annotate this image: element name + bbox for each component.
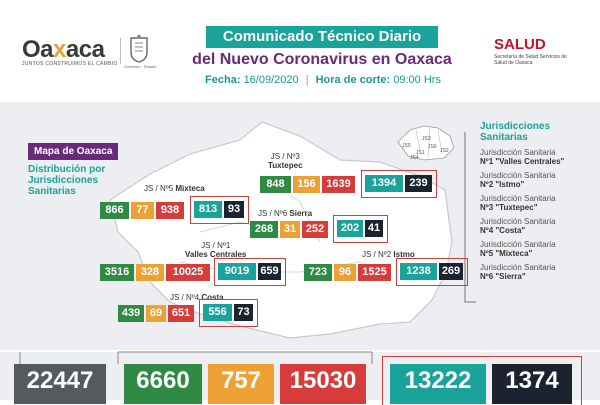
js5-box-2: 77 [131,202,154,219]
js3-box-1: 848 [260,176,291,193]
mini-map-icon: JS3 JS5 JS6 JS1 JS4 JS2 [397,125,455,161]
js4-box-4: 556 [203,304,232,321]
hora-label: Hora de corte: [315,74,391,86]
legend-item-4: Jurisdicción Sanitaria Nº4 "Costa" [480,217,556,235]
js5-box-4: 813 [194,201,222,218]
legend-item-5: Jurisdicción Sanitaria Nº5 "Mixteca" [480,240,556,258]
totals-frame [382,356,582,405]
js4-box-1: 439 [118,305,144,322]
total-box-2: 6660 [124,364,202,404]
js3-label: JS / Nº3 Tuxtepec [268,152,303,170]
js3-box-5: 239 [405,175,432,192]
map-title-tag: Mapa de Oaxaca [28,143,119,160]
svg-text:JS1: JS1 [416,150,425,156]
js6-label: JS / Nº6 Sierra [258,209,313,218]
js2-frame [396,258,468,286]
legend-item-1: Jurisdicción Sanitaria Nº1 "Valles Centra… [480,148,565,166]
js3-box-3: 1639 [322,176,355,193]
total-box-4: 15030 [280,364,366,404]
js4-box-3: 651 [168,305,194,322]
js6-box-3: 252 [302,221,328,238]
js2-box-5: 269 [439,263,463,280]
svg-text:JS4: JS4 [410,155,419,161]
js5-box-1: 866 [100,202,129,219]
total-box-6: 1374 [492,364,572,404]
js6-box-4: 202 [337,220,363,237]
js2-box-2: 96 [334,264,356,281]
js6-box-2: 31 [280,221,300,238]
svg-text:JS5: JS5 [402,143,411,149]
js2-box-4: 1238 [400,263,437,280]
fecha-label: Fecha: [205,74,241,86]
js2-label: JS / Nº2 Istmo [362,250,415,259]
js5-box-3: 938 [156,202,184,219]
title-line2: del Nuevo Coronavirus en Oaxaca [192,51,452,68]
title-banner: Comunicado Técnico Diario [206,26,438,48]
hora-value: 09:00 Hrs [393,74,441,86]
salud-logo: SALUD [494,36,546,53]
svg-text:JS2: JS2 [440,148,449,154]
legend-title: Jurisdicciones Sanitarias [480,121,551,143]
svg-text:JS3: JS3 [422,136,431,142]
js1-box-5: 659 [258,263,281,280]
separator: | [305,74,309,86]
legend-item-6: Jurisdicción Sanitaria Nº6 "Sierra" [480,263,556,281]
js4-box-2: 69 [146,305,166,322]
js1-frame [214,258,286,286]
js4-frame [199,299,258,327]
js4-box-5: 73 [234,304,253,321]
js4-label: JS / Nº4 Costa [170,293,224,302]
js5-box-5: 93 [224,201,244,218]
salud-subtitle: Secretaría de Salud Servicios de Salud d… [494,54,567,66]
total-box-3: 757 [208,364,274,404]
js3-frame [361,170,437,198]
js2-box-3: 1525 [358,264,391,281]
total-box-1: 22447 [14,364,106,404]
seal-caption: Gobierno · Estado [124,64,157,69]
legend-item-3: Jurisdicción Sanitaria Nº3 "Tuxtepec" [480,194,556,212]
state-seal-icon [130,34,148,63]
js6-box-5: 41 [365,220,383,237]
js1-box-4: 9019 [218,263,256,280]
js1-box-3: 10025 [166,264,210,281]
js1-label: JS / Nº1 Valles Centrales [185,241,247,259]
js5-label: JS / Nº5 Mixteca [144,184,205,193]
date-line: Fecha: 16/09/2020 | Hora de corte: 09:00… [192,74,454,86]
js6-box-1: 268 [250,221,278,238]
js1-box-2: 328 [136,264,164,281]
js6-frame [333,215,388,243]
legend-item-2: Jurisdicción Sanitaria Nº2 "Istmo" [480,171,556,189]
js5-frame [190,196,249,224]
js1-box-1: 3516 [100,264,134,281]
total-box-5: 13222 [390,364,486,404]
logo-tagline: JUNTOS CONSTRUIMOS EL CAMBIO [22,61,118,67]
js3-box-4: 1394 [365,175,403,192]
fecha-value: 16/09/2020 [243,74,299,86]
header-divider [120,38,121,64]
js3-box-2: 156 [293,176,320,193]
map-subtitle: Distribución por Jurisdicciones Sanitari… [28,164,106,197]
svg-text:JS6: JS6 [428,144,437,150]
oaxaca-logo: Oaxaca [22,36,105,63]
js2-box-1: 723 [304,264,332,281]
